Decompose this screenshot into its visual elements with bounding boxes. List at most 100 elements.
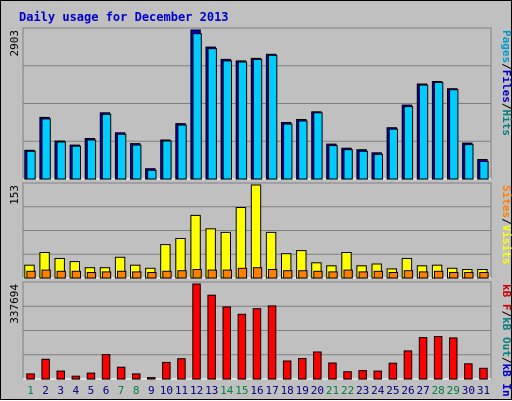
bar-kb-f-day-23 bbox=[358, 370, 367, 380]
bar-sites-day-30 bbox=[464, 272, 474, 279]
bar-pages-day-1 bbox=[26, 150, 36, 180]
bar-pages-day-5 bbox=[86, 139, 97, 180]
bar-sites-day-26 bbox=[403, 270, 414, 279]
legend-entry: Sites bbox=[500, 185, 512, 218]
x-tick-label: 27 bbox=[416, 384, 429, 397]
bar-pages-day-23 bbox=[358, 150, 368, 180]
bar-pages-day-10 bbox=[162, 140, 172, 180]
bar-kb-f-day-29 bbox=[449, 337, 458, 380]
bar-kb-f-day-17 bbox=[267, 305, 277, 380]
x-tick-label: 17 bbox=[265, 384, 278, 397]
bar-pages-day-17 bbox=[268, 54, 278, 180]
bar-sites-day-23 bbox=[358, 271, 368, 279]
panel-visits_sites: 153 Sites/Visits bbox=[8, 182, 512, 279]
bar-kb-f-day-12 bbox=[192, 283, 201, 380]
x-tick-label: 19 bbox=[296, 384, 309, 397]
legend: kB F/kB Out/kB In bbox=[500, 284, 512, 397]
legend-entry: / bbox=[500, 63, 512, 70]
bar-kb-f-day-21 bbox=[328, 362, 337, 380]
bar-pages-day-19 bbox=[298, 120, 308, 180]
x-tick-label: 5 bbox=[88, 384, 95, 397]
x-tick-label: 30 bbox=[462, 384, 475, 397]
bar-sites-day-16 bbox=[252, 267, 263, 279]
legend: Pages/Files/Hits bbox=[500, 30, 512, 136]
bar-sites-day-12 bbox=[192, 269, 202, 279]
bar-pages-day-11 bbox=[177, 124, 187, 180]
bar-sites-day-19 bbox=[298, 270, 308, 279]
bar-kb-f-day-8 bbox=[132, 373, 141, 380]
y-max-label: 2903 bbox=[8, 30, 21, 57]
bar-kb-f-day-20 bbox=[313, 351, 322, 380]
x-tick-label: 14 bbox=[220, 384, 234, 397]
bar-kb-f-day-7 bbox=[116, 366, 126, 380]
bar-kb-f-day-10 bbox=[162, 361, 171, 380]
bar-kb-f-day-31 bbox=[479, 367, 488, 380]
bar-sites-day-21 bbox=[328, 271, 338, 279]
bar-pages-day-30 bbox=[464, 144, 474, 180]
bar-pages-day-31 bbox=[479, 161, 489, 180]
bar-sites-day-6 bbox=[101, 271, 112, 279]
bar-sites-day-31 bbox=[479, 272, 489, 279]
bar-sites-day-1 bbox=[26, 270, 36, 279]
bar-kb-f-day-25 bbox=[388, 362, 398, 380]
bar-pages-day-18 bbox=[283, 123, 293, 180]
bar-kb-f-day-3 bbox=[56, 370, 65, 380]
bar-visits-day-16 bbox=[250, 184, 262, 279]
x-tick-label: 29 bbox=[447, 384, 460, 397]
bar-kb-f-day-14 bbox=[222, 306, 231, 380]
bar-pages-day-13 bbox=[207, 48, 217, 180]
bar-sites-day-27 bbox=[418, 271, 429, 279]
bar-sites-day-20 bbox=[313, 270, 323, 279]
x-tick-label: 15 bbox=[235, 384, 248, 397]
x-tick-label: 7 bbox=[118, 384, 125, 397]
bar-pages-day-3 bbox=[56, 141, 66, 180]
bar-pages-day-6 bbox=[101, 113, 112, 180]
bar-pages-day-22 bbox=[343, 149, 353, 180]
bar-sites-day-25 bbox=[388, 272, 399, 279]
bar-kb-f-day-5 bbox=[86, 372, 96, 380]
legend-entry: Files bbox=[500, 70, 512, 103]
bar-kb-f-day-6 bbox=[101, 354, 111, 380]
legend-entry: kB Out bbox=[500, 317, 512, 357]
bar-kb-f-day-2 bbox=[41, 358, 50, 380]
bar-kb-f-day-9 bbox=[147, 377, 156, 380]
bar-sites-day-9 bbox=[147, 272, 157, 279]
bar-sites-day-2 bbox=[41, 269, 51, 279]
bar-pages-day-28 bbox=[434, 82, 444, 180]
legend-entry: Visits bbox=[500, 225, 512, 265]
bar-kb-f-day-22 bbox=[343, 371, 352, 380]
x-tick-label: 25 bbox=[386, 384, 399, 397]
bar-sites-day-22 bbox=[343, 269, 353, 279]
bar-visits-day-12 bbox=[190, 214, 201, 279]
bar-pages-day-12 bbox=[192, 33, 202, 180]
bar-pages-day-9 bbox=[147, 169, 157, 180]
x-tick-label: 31 bbox=[477, 384, 490, 397]
x-tick-label: 13 bbox=[205, 384, 218, 397]
bar-visits-day-15 bbox=[235, 207, 247, 279]
bar-pages-day-15 bbox=[237, 61, 248, 180]
panel-kbytes: 337694 kB F/kB Out/kB In bbox=[8, 281, 512, 397]
bar-pages-day-2 bbox=[41, 118, 51, 180]
x-tick-label: 22 bbox=[341, 384, 354, 397]
bar-pages-day-21 bbox=[328, 145, 338, 180]
bar-sites-day-5 bbox=[86, 272, 97, 279]
bar-pages-day-4 bbox=[71, 145, 81, 180]
bar-sites-day-11 bbox=[177, 270, 187, 279]
x-tick-label: 11 bbox=[175, 384, 188, 397]
panel-hits_files_pages: 2903 Pages/Files/Hits bbox=[8, 27, 512, 180]
bar-pages-day-26 bbox=[403, 106, 414, 180]
bar-pages-day-16 bbox=[252, 58, 263, 180]
y-max-label: 337694 bbox=[8, 284, 21, 324]
x-tick-label: 9 bbox=[148, 384, 155, 397]
x-tick-label: 12 bbox=[190, 384, 203, 397]
bar-pages-day-29 bbox=[449, 89, 459, 180]
x-tick-label: 24 bbox=[371, 384, 385, 397]
bar-kb-f-day-30 bbox=[464, 363, 473, 380]
bar-kb-f-day-15 bbox=[237, 313, 247, 380]
bar-sites-day-18 bbox=[283, 270, 293, 279]
bar-pages-day-7 bbox=[117, 133, 127, 180]
bar-sites-day-17 bbox=[268, 269, 278, 279]
